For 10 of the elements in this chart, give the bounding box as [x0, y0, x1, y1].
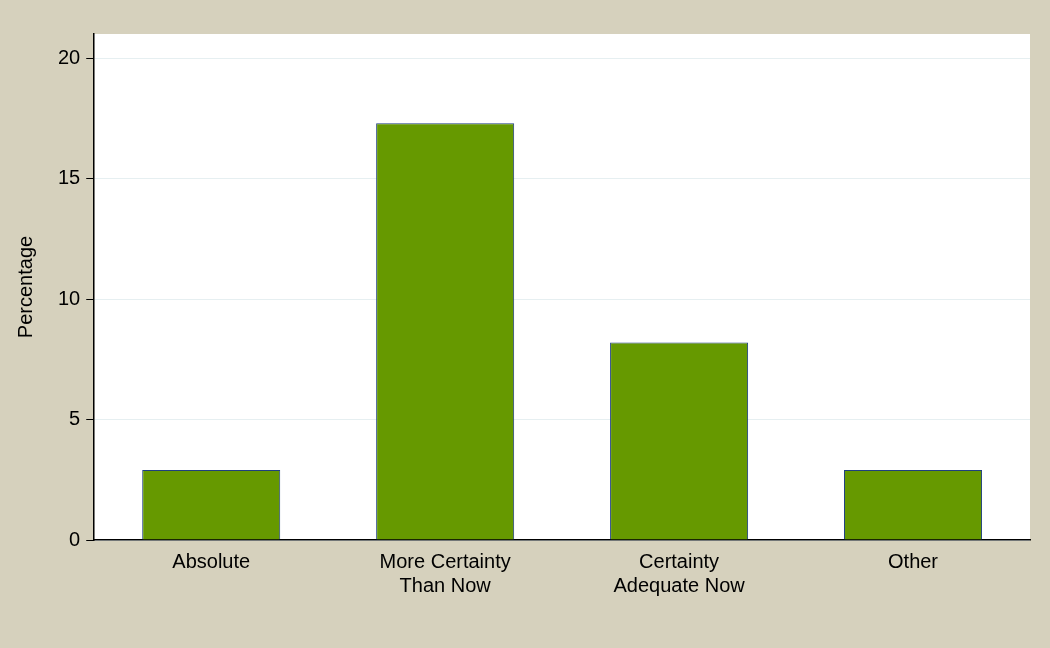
y-tick-label: 15 — [58, 166, 81, 189]
x-tick-label: More Certainty Than Now — [379, 549, 511, 596]
y-tick-label: 5 — [69, 407, 81, 430]
y-axis-title: Percentage — [13, 235, 36, 339]
y-tick-label: 0 — [69, 527, 81, 550]
x-tick-label: Absolute — [172, 549, 251, 572]
x-tick-label: Certainty Adequate Now — [613, 549, 746, 596]
y-tick-label: 10 — [58, 286, 81, 309]
y-tick-label: 20 — [58, 45, 81, 68]
x-tick-label: Other — [888, 549, 939, 572]
